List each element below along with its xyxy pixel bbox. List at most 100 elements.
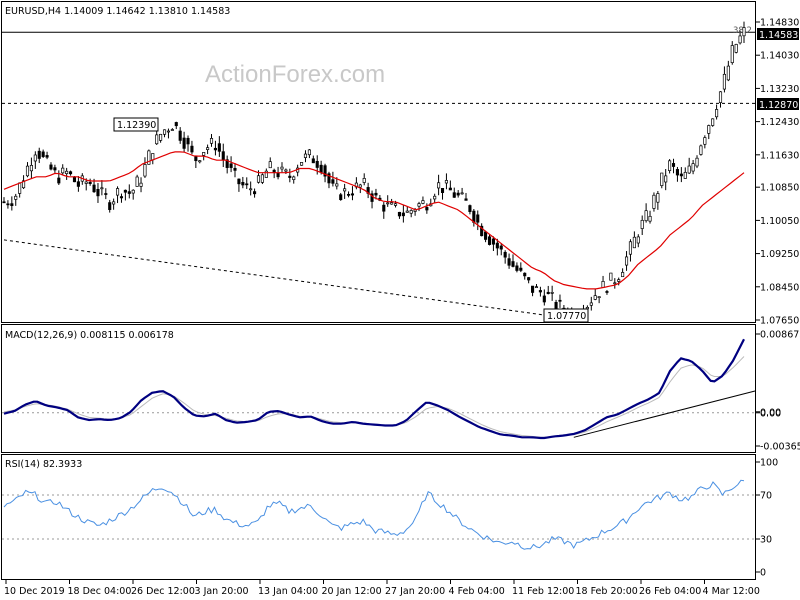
candle <box>718 91 723 108</box>
candle-body <box>202 152 206 156</box>
price-pane-frame <box>1 1 756 323</box>
rsi-y-tick-label: 70 <box>760 491 772 502</box>
candle-body <box>61 167 65 174</box>
candle-body <box>253 191 257 195</box>
candle-body <box>652 194 656 209</box>
candle-body <box>628 241 633 255</box>
candle-body <box>182 137 186 149</box>
low-callout: 1.07770 <box>547 311 586 322</box>
candle <box>624 251 629 271</box>
candle <box>100 180 104 196</box>
candle-body <box>319 164 323 173</box>
candle <box>123 189 127 201</box>
candle-body <box>350 193 355 196</box>
candle <box>33 151 37 169</box>
candle <box>143 157 147 178</box>
candle <box>671 158 676 174</box>
candle-body <box>515 265 519 271</box>
macd-trendline <box>573 390 756 438</box>
candle-body <box>162 129 167 135</box>
macd-y-tick-label: -0.003656 <box>760 442 800 453</box>
candle-body <box>456 192 460 196</box>
candle <box>734 43 738 54</box>
candle-body <box>198 160 202 163</box>
candle <box>245 177 249 189</box>
rsi-y-tick-label: 100 <box>760 458 778 469</box>
candle <box>632 231 636 249</box>
candle <box>347 191 351 198</box>
candle <box>61 164 65 175</box>
candle <box>272 168 276 179</box>
candle-body <box>147 150 151 165</box>
candle <box>135 174 139 187</box>
candle <box>198 160 202 164</box>
x-tick-label: 3 Jan 20:00 <box>195 586 249 597</box>
candle <box>417 201 421 212</box>
rsi-line <box>3 479 745 550</box>
candle <box>354 177 358 190</box>
candle-body <box>41 151 45 157</box>
current-price-label: 1.14583 <box>759 30 798 41</box>
candle <box>166 128 170 139</box>
candle <box>288 168 292 183</box>
x-tick-label: 13 Jan 04:00 <box>258 586 318 597</box>
candle <box>715 104 719 120</box>
x-tick-label: 10 Dec 2019 <box>4 586 65 597</box>
candle <box>440 187 445 200</box>
candle <box>268 157 272 169</box>
candle <box>25 162 30 178</box>
candle-body <box>115 188 120 196</box>
candle <box>687 157 691 174</box>
candle-body <box>660 172 664 186</box>
candle-body <box>92 184 96 193</box>
candle-body <box>664 175 668 183</box>
candle-body <box>100 187 104 190</box>
candle-body <box>589 302 593 306</box>
candle <box>730 41 734 65</box>
candle <box>311 155 315 164</box>
candle-body <box>249 188 253 191</box>
price-y-tick-label: 1.09250 <box>760 249 799 260</box>
low-callout-box <box>543 308 589 323</box>
candle-body <box>10 203 14 206</box>
candle <box>699 144 703 156</box>
rsi-layer <box>2 479 756 550</box>
macd-y-tick-label: 0.008675 <box>760 330 800 341</box>
candle-body <box>14 195 18 200</box>
candle-body <box>22 180 26 189</box>
candle-body <box>687 165 691 174</box>
macd-pane-frame <box>1 324 756 453</box>
candle <box>45 151 49 160</box>
candle-body <box>433 195 437 200</box>
price-pane-title: EURUSD,H4 1.14009 1.14642 1.13810 1.1458… <box>5 6 230 17</box>
candle <box>660 172 664 189</box>
price-y-tick-label: 1.12430 <box>760 117 799 128</box>
candle-body <box>550 292 554 294</box>
candle-body <box>636 236 640 244</box>
candle <box>139 177 143 193</box>
candle-body <box>452 192 456 198</box>
candle-body <box>170 129 174 131</box>
candle-body <box>84 181 88 184</box>
candle <box>327 171 331 189</box>
candle <box>605 289 609 295</box>
candle-body <box>491 238 495 245</box>
candle-body <box>264 170 268 178</box>
candle <box>147 149 151 165</box>
candle-body <box>683 171 687 179</box>
candle <box>174 121 178 130</box>
x-tick-label: 4 Mar 12:00 <box>703 586 760 597</box>
candle-body <box>339 194 343 201</box>
candle-body <box>25 165 30 177</box>
x-tick-label: 20 Jan 12:00 <box>322 586 382 597</box>
candle-body <box>468 205 472 212</box>
candle <box>679 167 683 183</box>
candle <box>76 176 80 192</box>
candle <box>617 277 621 286</box>
candle-body <box>374 192 378 196</box>
candle <box>648 210 652 224</box>
candle <box>190 140 194 155</box>
candle <box>456 190 460 198</box>
candle-body <box>276 172 280 178</box>
candle-body <box>347 193 351 196</box>
